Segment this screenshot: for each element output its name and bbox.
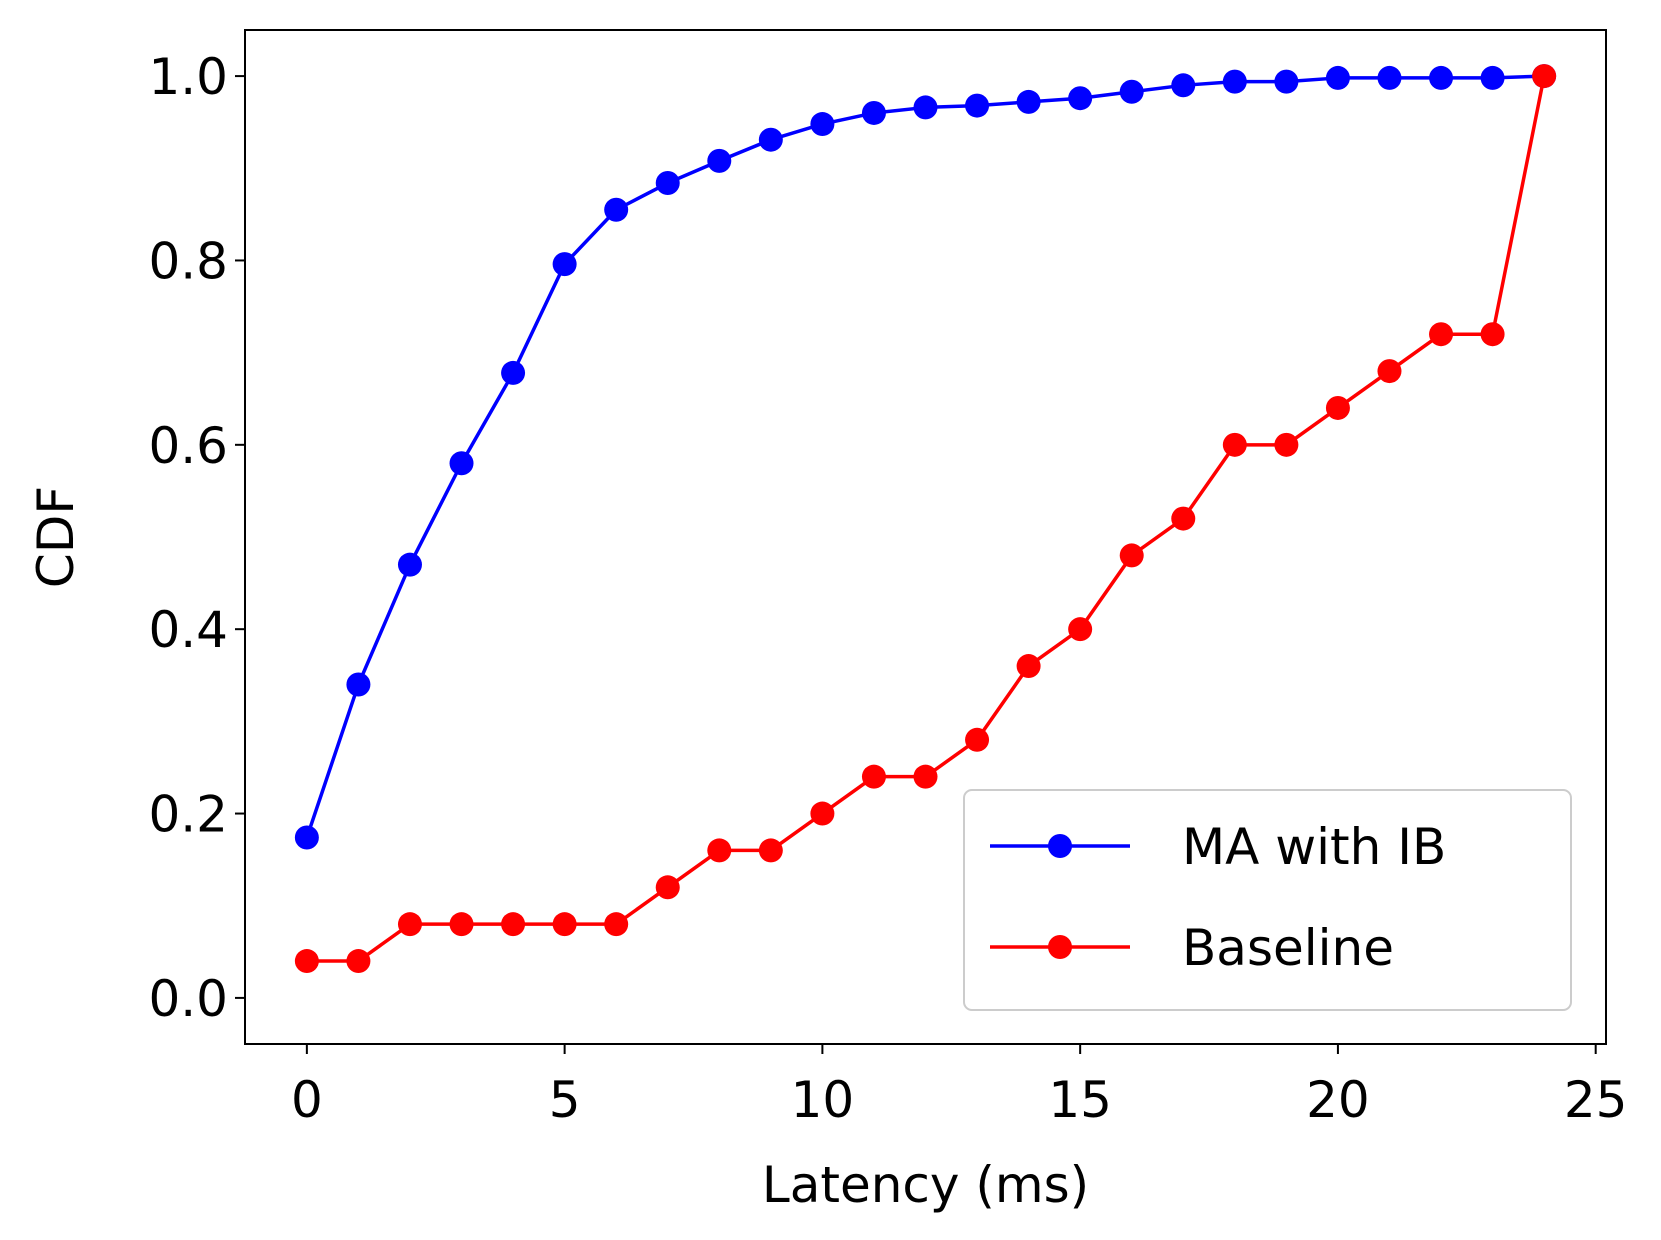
x-axis: 0 5 10 15 20 25 [291, 1044, 1628, 1129]
data-point [655, 875, 680, 900]
y-tick-label: 0.6 [148, 417, 228, 475]
series-ma-with-ib [294, 64, 1557, 850]
data-point [913, 95, 938, 120]
y-tick-label: 1.0 [148, 48, 228, 106]
data-point [501, 360, 526, 385]
data-point [1429, 322, 1454, 347]
data-point [1119, 79, 1144, 104]
x-tick-label: 15 [1048, 1071, 1112, 1129]
data-point [346, 949, 371, 974]
legend-swatch-marker [1048, 834, 1072, 858]
data-point [1222, 432, 1247, 457]
data-point [1222, 69, 1247, 94]
data-point [501, 912, 526, 937]
plot-frame [244, 29, 1607, 1045]
data-point [1016, 89, 1041, 114]
x-axis-label: Latency (ms) [762, 1156, 1089, 1214]
y-tick-label: 0.0 [148, 970, 228, 1028]
data-point [1532, 64, 1557, 89]
data-point [655, 171, 680, 196]
data-point [449, 912, 474, 937]
data-point [861, 100, 886, 125]
data-point [1068, 617, 1093, 642]
data-point [294, 949, 319, 974]
x-tick-label: 0 [291, 1071, 323, 1129]
data-point [1274, 69, 1299, 94]
data-point [552, 252, 577, 277]
legend-item: MA with IB [990, 818, 1446, 876]
x-tick-label: 25 [1564, 1071, 1628, 1129]
legend: MA with IB Baseline [963, 789, 1572, 1011]
legend-label: Baseline [1182, 919, 1394, 977]
data-point [965, 93, 990, 118]
data-point [1325, 395, 1350, 420]
data-point [810, 112, 835, 137]
y-tick-label: 0.8 [148, 232, 228, 290]
data-point [1480, 65, 1505, 90]
data-point [707, 148, 732, 173]
data-point [758, 838, 783, 863]
data-point [1119, 543, 1144, 568]
data-point [1377, 359, 1402, 384]
x-tick-label: 10 [791, 1071, 855, 1129]
data-point [1480, 322, 1505, 347]
y-tick-label: 0.4 [148, 601, 228, 659]
data-point [1171, 506, 1196, 531]
data-point [810, 801, 835, 826]
data-point [1325, 65, 1350, 90]
data-point [707, 838, 732, 863]
data-point [552, 912, 577, 937]
series-line [305, 74, 1545, 839]
data-point [965, 727, 990, 752]
data-point [604, 197, 629, 222]
data-point [397, 912, 422, 937]
data-point [397, 552, 422, 577]
data-point [1274, 432, 1299, 457]
legend-item: Baseline [990, 919, 1394, 977]
data-point [913, 764, 938, 789]
series-layer [294, 64, 1557, 974]
data-point [1429, 65, 1454, 90]
y-axis-label: CDF [27, 486, 85, 588]
data-point [449, 451, 474, 476]
data-point [861, 764, 886, 789]
x-tick-label: 5 [549, 1071, 581, 1129]
data-point [604, 912, 629, 937]
data-point [346, 672, 371, 697]
x-tick-label: 20 [1306, 1071, 1370, 1129]
data-point [1068, 86, 1093, 111]
y-tick-label: 0.2 [148, 786, 228, 844]
data-point [1171, 73, 1196, 98]
data-point [758, 127, 783, 152]
y-axis: 0.0 0.2 0.4 0.6 0.8 1.0 [148, 48, 245, 1028]
data-point [1016, 654, 1041, 679]
legend-label: MA with IB [1182, 818, 1446, 876]
data-point [294, 825, 319, 850]
data-point [1377, 65, 1402, 90]
legend-swatch-marker [1048, 935, 1072, 959]
series-baseline [294, 64, 1557, 974]
